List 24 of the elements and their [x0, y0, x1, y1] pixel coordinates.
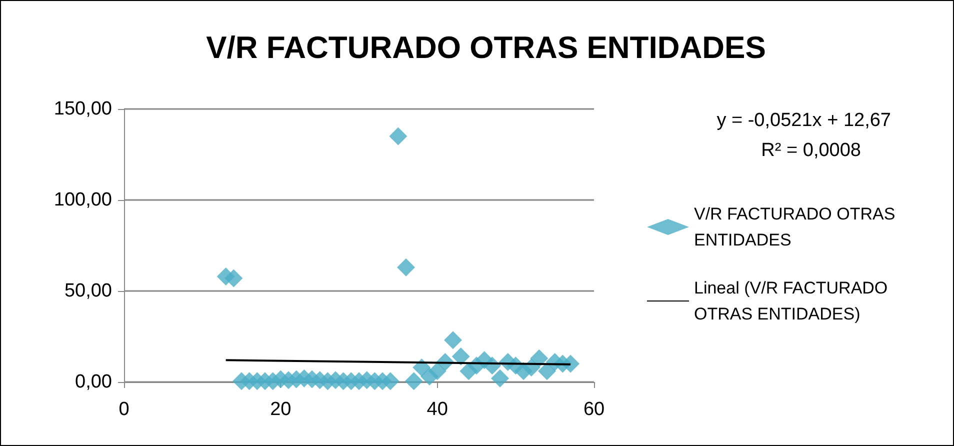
chart-title: V/R FACTURADO OTRAS ENTIDADES: [206, 30, 766, 65]
point: [452, 348, 470, 366]
point: [224, 269, 243, 288]
legend-label: Lineal (V/R FACTURADO OTRAS ENTIDADES): [694, 278, 892, 324]
y-tick-label: 0,00: [75, 372, 112, 392]
point: [444, 331, 462, 350]
x-tick-label: 0: [118, 399, 130, 420]
x-tick-label: 60: [583, 399, 605, 420]
point: [404, 372, 423, 390]
point: [397, 258, 415, 276]
text: y = -0,0521x + 12,67: [716, 110, 892, 131]
point: [381, 372, 400, 390]
legend-label: V/R FACTURADO OTRAS ENTIDADES: [694, 204, 900, 250]
x-tick-label: 40: [426, 399, 448, 420]
point: [538, 362, 556, 380]
y-tick-label: 100,00: [54, 190, 112, 210]
text: R² = 0,0008: [761, 140, 862, 161]
point: [389, 127, 408, 146]
y-tick-label: 50,00: [64, 280, 112, 302]
point: [530, 349, 548, 368]
x-tick-label: 20: [270, 399, 292, 420]
point: [491, 369, 509, 388]
point: [428, 362, 446, 380]
y-tick-label: 150,00: [54, 98, 112, 120]
